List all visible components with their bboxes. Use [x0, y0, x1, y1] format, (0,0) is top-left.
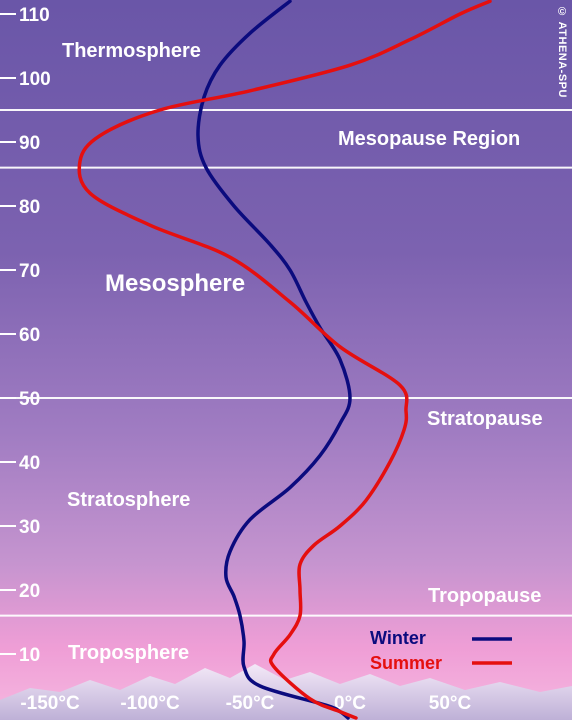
y-tick-label-6: 50 — [19, 389, 40, 410]
x-tick-label-1: -100°C — [120, 693, 180, 714]
y-tick-label-10: 10 — [19, 645, 40, 666]
y-tick-label-9: 20 — [19, 581, 40, 602]
series-line-winter — [196, 0, 352, 720]
x-tick-label-4: 50°C — [429, 693, 472, 714]
y-tick-label-5: 60 — [19, 325, 40, 346]
label-thermosphere: Thermosphere — [62, 40, 201, 62]
label-stratosphere: Stratosphere — [67, 489, 191, 511]
label-mesopause-region: Mesopause Region — [338, 128, 521, 150]
copyright-watermark: © ATHENA-SPU — [556, 6, 568, 98]
legend-winter-label: Winter — [370, 628, 426, 648]
y-tick-label-8: 30 — [19, 517, 40, 538]
mountains-silhouette — [0, 664, 572, 720]
label-tropopause: Tropopause — [428, 585, 542, 607]
y-tick-label-0: 110 — [19, 5, 50, 26]
y-tick-label-4: 70 — [19, 261, 40, 282]
label-troposphere: Troposphere — [68, 642, 190, 664]
label-mesosphere: Mesosphere — [105, 270, 246, 297]
label-stratopause: Stratopause — [427, 408, 543, 430]
x-tick-label-0: -150°C — [20, 693, 80, 714]
y-tick-label-1: 100 — [19, 69, 51, 90]
legend-summer-label: Summer — [370, 653, 443, 673]
x-tick-label-3: 0°C — [334, 693, 366, 714]
y-tick-label-2: 90 — [19, 133, 40, 154]
x-tick-label-2: -50°C — [226, 693, 275, 714]
y-tick-label-3: 80 — [19, 197, 40, 218]
y-tick-label-7: 40 — [19, 453, 40, 474]
series-line-summer — [77, 0, 492, 720]
